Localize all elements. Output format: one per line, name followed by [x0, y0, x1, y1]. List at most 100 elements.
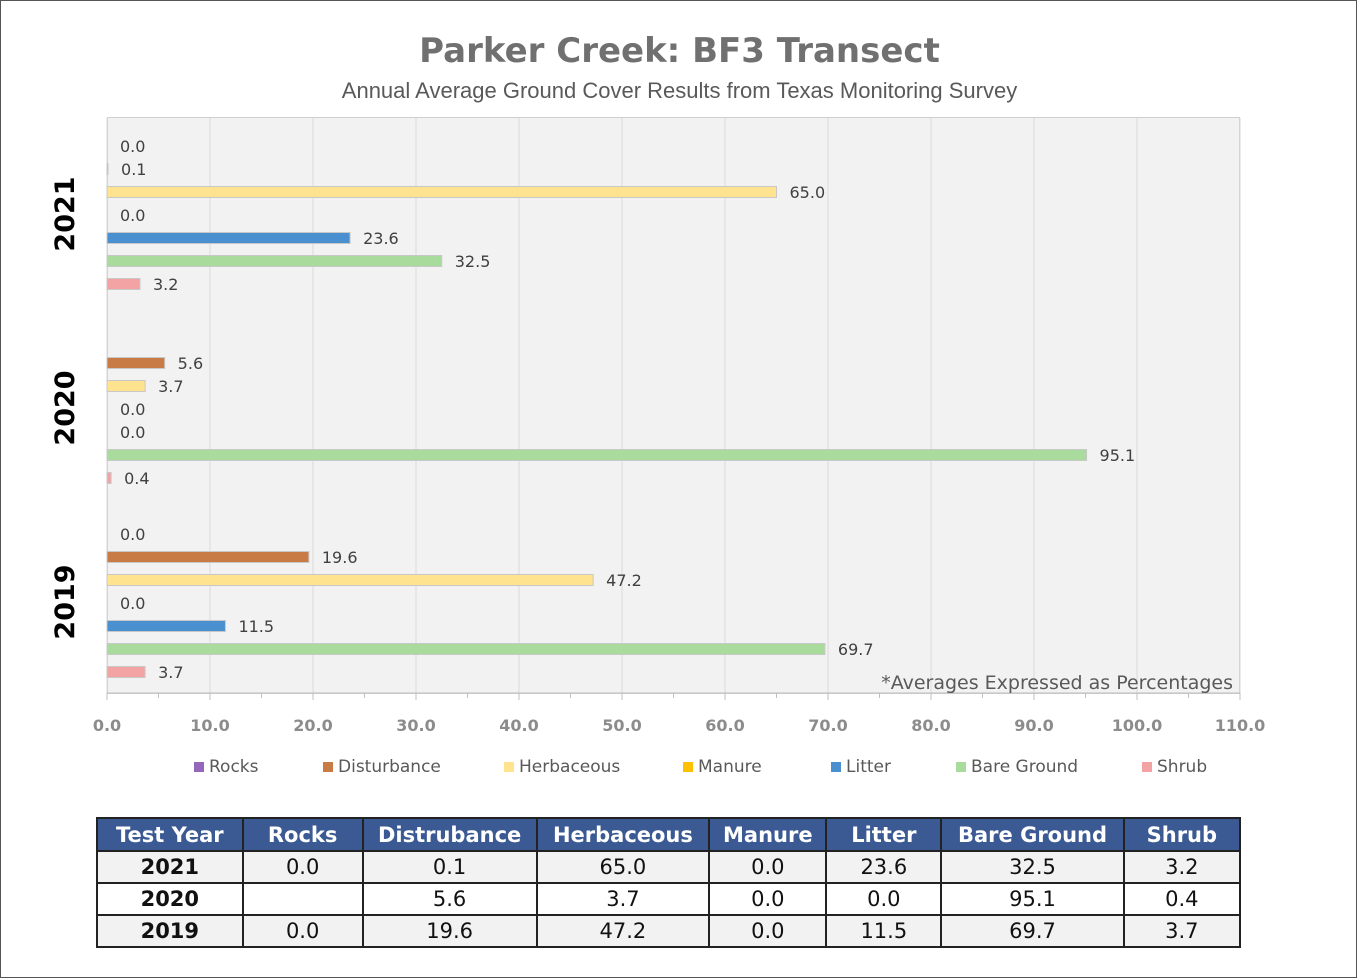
data-label: 3.7	[158, 663, 183, 682]
table-row: 2020 5.6 3.7 0.0 0.0 95.1 0.4	[96, 882, 1242, 916]
table-header-row: Test Year Rocks Distrubance Herbaceous M…	[96, 817, 1242, 852]
data-label: 0.1	[121, 160, 146, 179]
table-cell: 0.0	[241, 850, 364, 884]
bar-shrub	[106, 666, 146, 678]
data-label: 0.0	[120, 423, 145, 442]
table-cell: 0.0	[241, 914, 364, 948]
bar-chart: 0.0 10.0 20.0 30.0 40.0 50.0 60.0 70.0 80.0 90.0 1…	[50, 118, 1266, 735]
data-label: 3.7	[158, 377, 183, 396]
legend-swatch	[1142, 762, 1152, 772]
table-cell: 0.0	[708, 882, 828, 916]
table-header: Manure	[708, 817, 828, 852]
x-tick-label: 70.0	[808, 716, 847, 735]
x-tick-label: 20.0	[293, 716, 332, 735]
table-cell: 32.5	[940, 850, 1125, 884]
chart-subtitle: Annual Average Ground Cover Results from…	[341, 78, 1018, 103]
table-cell: 2021	[96, 850, 244, 884]
data-table: Test Year Rocks Distrubance Herbaceous M…	[96, 817, 1242, 948]
legend-swatch	[831, 762, 841, 772]
table-cell: 11.5	[825, 914, 943, 948]
bar-disturbance	[106, 163, 109, 175]
legend-item: Bare Ground	[956, 757, 1078, 777]
data-label: 0.0	[120, 594, 145, 613]
table-cell: 0.1	[361, 850, 538, 884]
table-cell: 0.0	[825, 882, 943, 916]
table-header: Test Year	[96, 817, 244, 852]
category-label: 2021	[50, 176, 81, 251]
bar-bare-ground	[106, 643, 826, 655]
legend-label: Disturbance	[338, 757, 441, 777]
data-label: 3.2	[153, 275, 178, 294]
data-label: 5.6	[178, 354, 203, 373]
legend-label: Rocks	[209, 757, 259, 777]
data-label: 0.0	[120, 525, 145, 544]
bar-litter	[106, 620, 226, 632]
table-cell: 47.2	[535, 914, 711, 948]
x-tick-label: 60.0	[705, 716, 744, 735]
table-header: Rocks	[241, 817, 364, 852]
legend-swatch	[504, 762, 514, 772]
table-cell: 2020	[96, 882, 244, 916]
data-label: 19.6	[322, 548, 358, 567]
table-cell: 23.6	[825, 850, 943, 884]
table-cell: 0.0	[708, 850, 828, 884]
table-cell: 0.4	[1122, 882, 1242, 916]
x-tick-label: 50.0	[602, 716, 641, 735]
table-cell	[241, 882, 364, 916]
legend-item: Rocks	[194, 757, 259, 777]
data-label: 0.0	[120, 400, 145, 419]
chart-note: *Averages Expressed as Percentages	[881, 672, 1233, 694]
data-label: 0.4	[124, 469, 149, 488]
chart-legend: Rocks Disturbance Herbaceous Manure Litter Ba…	[1, 757, 1357, 781]
table-cell: 3.2	[1122, 850, 1242, 884]
x-tick-label: 10.0	[190, 716, 229, 735]
category-label: 2020	[50, 370, 81, 445]
x-tick-label: 80.0	[911, 716, 950, 735]
data-label: 0.0	[120, 206, 145, 225]
x-tick-label: 30.0	[396, 716, 435, 735]
data-label: 47.2	[606, 571, 642, 590]
bar-herbaceous	[106, 380, 146, 392]
legend-swatch	[956, 762, 966, 772]
bar-disturbance	[106, 551, 310, 563]
table-header: Herbaceous	[535, 817, 711, 852]
data-label: 11.5	[238, 617, 274, 636]
bar-herbaceous	[106, 186, 777, 198]
table-cell: 2019	[96, 914, 244, 948]
x-tick-label: 100.0	[1112, 716, 1163, 735]
legend-item: Herbaceous	[504, 757, 620, 777]
plot-area	[107, 117, 1240, 694]
legend-item: Manure	[683, 757, 762, 777]
table-header: Litter	[825, 817, 943, 852]
table-cell: 65.0	[535, 850, 711, 884]
table-cell: 95.1	[940, 882, 1125, 916]
data-label: 95.1	[1100, 446, 1136, 465]
chart-title: Parker Creek: BF3 Transect	[419, 31, 940, 71]
table-row: 2021 0.0 0.1 65.0 0.0 23.6 32.5 3.2	[96, 850, 1242, 884]
x-tick-label: 110.0	[1215, 716, 1266, 735]
bar-disturbance	[106, 357, 166, 369]
table-cell: 19.6	[361, 914, 538, 948]
legend-item: Shrub	[1142, 757, 1207, 777]
table-cell: 69.7	[940, 914, 1125, 948]
table-header: Distrubance	[361, 817, 538, 852]
table-header: Bare Ground	[940, 817, 1125, 852]
table-cell: 5.6	[361, 882, 538, 916]
legend-swatch	[194, 762, 204, 772]
bar-bare-ground	[106, 449, 1088, 461]
legend-item: Litter	[831, 757, 891, 777]
legend-label: Herbaceous	[519, 757, 621, 777]
data-label: 65.0	[790, 183, 826, 202]
table-cell: 3.7	[535, 882, 711, 916]
bar-bare-ground	[106, 255, 443, 267]
x-tick-label: 90.0	[1014, 716, 1053, 735]
legend-label: Bare Ground	[971, 757, 1079, 777]
data-label: 32.5	[455, 252, 491, 271]
legend-swatch	[683, 762, 693, 772]
table-cell: 0.0	[708, 914, 828, 948]
table-cell: 3.7	[1122, 914, 1242, 948]
x-tick-label: 40.0	[499, 716, 538, 735]
bar-herbaceous	[106, 574, 594, 586]
table-row: 2019 0.0 19.6 47.2 0.0 11.5 69.7 3.7	[96, 914, 1242, 948]
